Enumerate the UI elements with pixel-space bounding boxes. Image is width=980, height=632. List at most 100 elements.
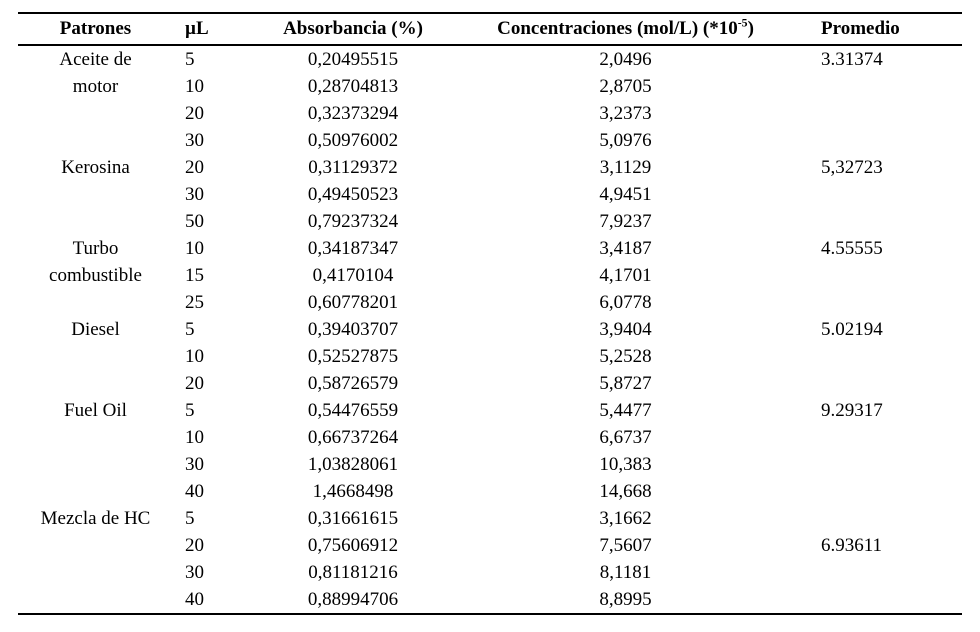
cell-absorbancia: 0,4170104 (312, 265, 394, 286)
cell-concentracion: 2,0496 (599, 49, 652, 70)
cell-ul: 10 (185, 346, 204, 367)
table-row: 30 0,49450523 4,9451 (18, 181, 962, 208)
cell-patron: Turbo (72, 238, 119, 259)
cell-patron (18, 289, 173, 316)
table-row: 40 0,88994706 8,8995 (18, 586, 962, 614)
cell-concentracion: 3,2373 (599, 103, 652, 124)
cell-concentracion: 7,5607 (599, 535, 652, 556)
cell-promedio (803, 127, 962, 154)
cell-ul: 20 (185, 157, 204, 178)
cell-promedio: 5.02194 (821, 319, 883, 340)
cell-ul: 5 (185, 319, 195, 340)
cell-absorbancia: 0,50976002 (307, 130, 399, 151)
cell-concentracion: 5,0976 (599, 130, 652, 151)
cell-promedio: 5,32723 (821, 157, 883, 178)
cell-patron (18, 424, 173, 451)
table-row: 20 0,75606912 7,5607 6.93611 (18, 532, 962, 559)
cell-ul: 20 (185, 373, 204, 394)
table-row: Kerosina 20 0,31129372 3,1129 5,32723 (18, 154, 962, 181)
cell-ul: 30 (185, 184, 204, 205)
cell-concentracion: 8,1181 (599, 562, 652, 583)
cell-concentracion: 2,8705 (599, 76, 652, 97)
table-row: 50 0,79237324 7,9237 (18, 208, 962, 235)
cell-absorbancia: 0,49450523 (307, 184, 399, 205)
cell-absorbancia: 0,52527875 (307, 346, 399, 367)
cell-promedio: 3.31374 (821, 49, 883, 70)
cell-ul: 40 (185, 481, 204, 502)
cell-absorbancia: 1,4668498 (312, 481, 394, 502)
cell-patron (18, 181, 173, 208)
col-header-promedio: Promedio (821, 18, 900, 39)
cell-promedio (803, 424, 962, 451)
cell-promedio (803, 478, 962, 505)
table-row: Fuel Oil 5 0,54476559 5,4477 9.29317 (18, 397, 962, 424)
cell-patron: Fuel Oil (64, 400, 127, 421)
cell-promedio: 9.29317 (821, 400, 883, 421)
page: Patrones µL Absorbancia (%) Concentracio… (0, 12, 980, 632)
table-row: 25 0,60778201 6,0778 (18, 289, 962, 316)
cell-promedio (803, 451, 962, 478)
header-row: Patrones µL Absorbancia (%) Concentracio… (18, 13, 962, 45)
cell-concentracion: 14,668 (599, 481, 652, 502)
col-header-concentraciones-close-paren: ) (747, 18, 754, 39)
col-header-concentraciones: Concentraciones (mol/L) (*10-5) (448, 13, 803, 45)
cell-promedio (803, 289, 962, 316)
col-header-absorbancia: Absorbancia (%) (283, 18, 423, 39)
table-row: motor 10 0,28704813 2,8705 (18, 73, 962, 100)
table-row: Aceite de 5 0,20495515 2,0496 3.31374 (18, 45, 962, 73)
cell-promedio (803, 559, 962, 586)
cell-concentracion: 5,8727 (599, 373, 652, 394)
table-row: 30 0,50976002 5,0976 (18, 127, 962, 154)
cell-patron: Mezcla de HC (40, 508, 151, 529)
table-row: 20 0,32373294 3,2373 (18, 100, 962, 127)
cell-ul: 5 (185, 508, 195, 529)
cell-promedio (803, 208, 962, 235)
cell-patron (18, 208, 173, 235)
cell-ul: 10 (185, 238, 204, 259)
cell-patron: combustible (49, 265, 142, 286)
cell-promedio: 6.93611 (821, 535, 883, 556)
cell-concentracion: 3,9404 (599, 319, 652, 340)
cell-absorbancia: 0,88994706 (307, 589, 399, 610)
cell-ul: 20 (185, 103, 204, 124)
cell-ul: 5 (185, 49, 195, 70)
cell-promedio: 4.55555 (821, 238, 883, 259)
cell-patron (18, 127, 173, 154)
cell-absorbancia: 0,81181216 (308, 562, 398, 583)
cell-promedio (803, 586, 962, 614)
table-row: 10 0,66737264 6,6737 (18, 424, 962, 451)
cell-concentracion: 6,6737 (599, 427, 652, 448)
cell-promedio (803, 181, 962, 208)
cell-patron: Diesel (71, 319, 120, 340)
cell-ul: 15 (185, 265, 204, 286)
cell-promedio (803, 100, 962, 127)
cell-absorbancia: 0,58726579 (307, 373, 399, 394)
cell-ul: 40 (185, 589, 204, 610)
col-header-ul: µL (185, 18, 209, 39)
table-row: Diesel 5 0,39403707 3,9404 5.02194 (18, 316, 962, 343)
table-row: combustible 15 0,4170104 4,1701 (18, 262, 962, 289)
cell-absorbancia: 0,54476559 (307, 400, 399, 421)
cell-promedio (803, 343, 962, 370)
cell-promedio (803, 262, 962, 289)
cell-promedio (803, 370, 962, 397)
cell-absorbancia: 0,66737264 (307, 427, 399, 448)
table-row: 10 0,52527875 5,2528 (18, 343, 962, 370)
cell-concentracion: 3,4187 (599, 238, 652, 259)
cell-patron (18, 586, 173, 614)
table-row: 20 0,58726579 5,8727 (18, 370, 962, 397)
table-body: Aceite de 5 0,20495515 2,0496 3.31374 motor 10… (18, 45, 962, 614)
cell-patron (18, 478, 173, 505)
cell-absorbancia: 0,28704813 (307, 76, 399, 97)
cell-patron (18, 100, 173, 127)
cell-ul: 20 (185, 535, 204, 556)
cell-patron (18, 532, 173, 559)
cell-absorbancia: 0,60778201 (307, 292, 399, 313)
cell-concentracion: 4,1701 (599, 265, 652, 286)
cell-ul: 10 (185, 427, 204, 448)
cell-absorbancia: 0,31661615 (307, 508, 399, 529)
table-row: 40 1,4668498 14,668 (18, 478, 962, 505)
cell-ul: 10 (185, 76, 204, 97)
col-header-concentraciones-text: Concentraciones (mol/L) (*10 (497, 18, 738, 39)
cell-ul: 30 (185, 130, 204, 151)
